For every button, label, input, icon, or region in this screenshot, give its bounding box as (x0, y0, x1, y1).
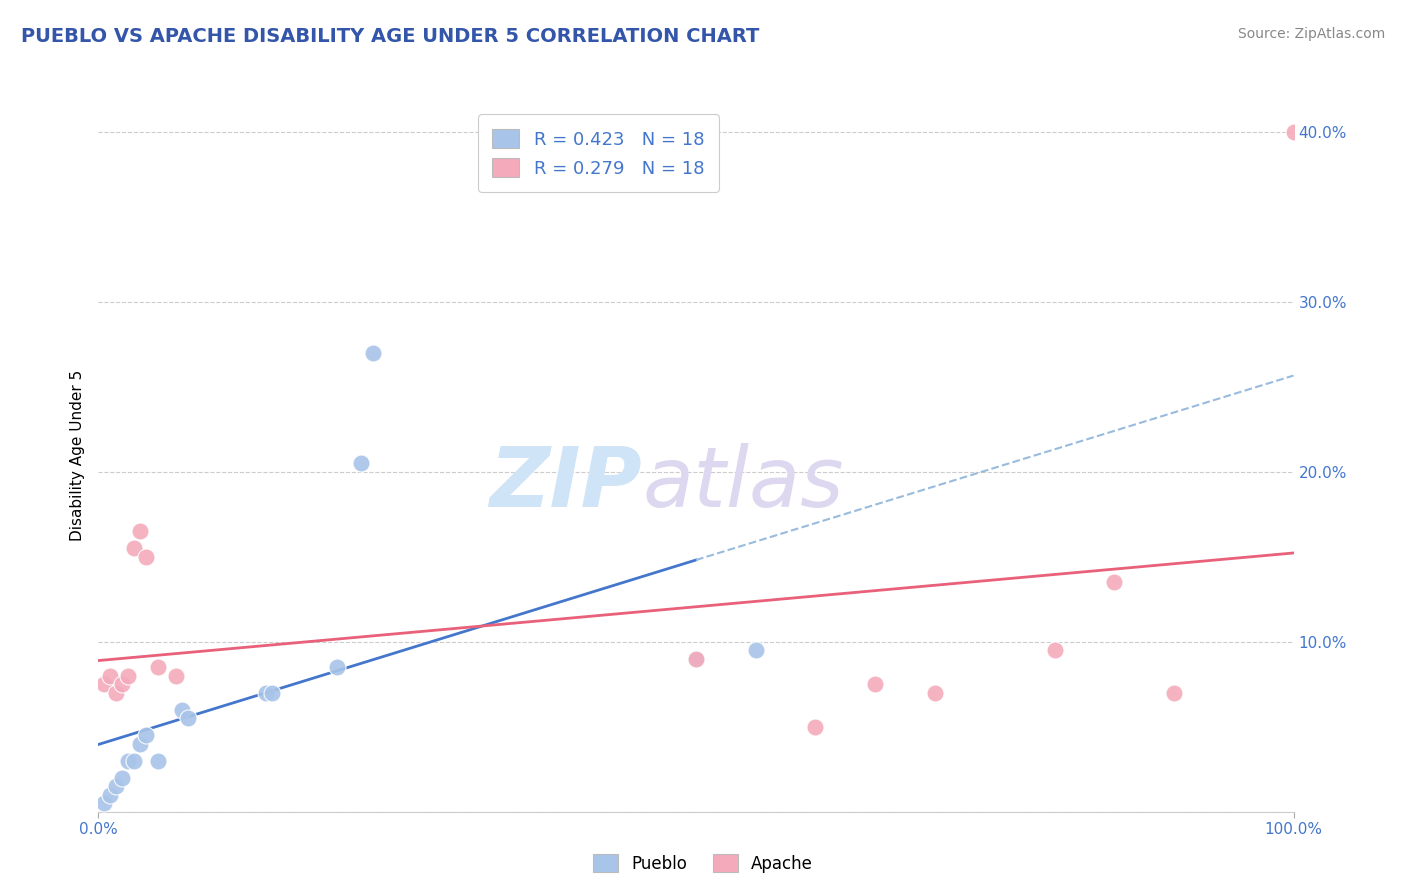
Point (129, 737, 152, 751)
Point (117, 669, 139, 683)
Point (105, 686, 128, 700)
Point (350, 457, 373, 471)
Point (98, 669, 122, 683)
Point (135, 549, 157, 564)
Point (685, 652, 707, 666)
Text: Source: ZipAtlas.com: Source: ZipAtlas.com (1237, 27, 1385, 41)
Point (177, 711, 200, 725)
Point (326, 660, 349, 674)
Legend: Pueblo, Apache: Pueblo, Apache (586, 847, 820, 880)
Point (1282, 125, 1305, 139)
Point (129, 524, 152, 539)
Text: PUEBLO VS APACHE DISABILITY AGE UNDER 5 CORRELATION CHART: PUEBLO VS APACHE DISABILITY AGE UNDER 5 … (21, 27, 759, 45)
Point (111, 771, 134, 785)
Point (135, 728, 157, 742)
Point (1104, 575, 1126, 590)
Point (98, 788, 122, 802)
Point (117, 754, 139, 768)
Point (165, 669, 187, 683)
Point (93, 677, 115, 691)
Point (124, 754, 146, 768)
Point (865, 677, 887, 691)
Point (745, 643, 768, 657)
Y-axis label: Disability Age Under 5: Disability Age Under 5 (69, 369, 84, 541)
Point (148, 754, 170, 768)
Point (254, 686, 277, 700)
Point (1043, 643, 1066, 657)
Legend: R = 0.423   N = 18, R = 0.279   N = 18: R = 0.423 N = 18, R = 0.279 N = 18 (478, 114, 718, 192)
Point (124, 541, 146, 556)
Text: ZIP: ZIP (489, 443, 643, 524)
Point (363, 346, 385, 360)
Point (260, 686, 283, 700)
Point (148, 660, 170, 674)
Point (804, 720, 827, 734)
Point (105, 779, 128, 793)
Text: atlas: atlas (643, 443, 844, 524)
Point (111, 677, 134, 691)
Point (924, 686, 946, 700)
Point (93, 796, 115, 810)
Point (685, 652, 707, 666)
Point (172, 703, 194, 717)
Point (1163, 686, 1185, 700)
